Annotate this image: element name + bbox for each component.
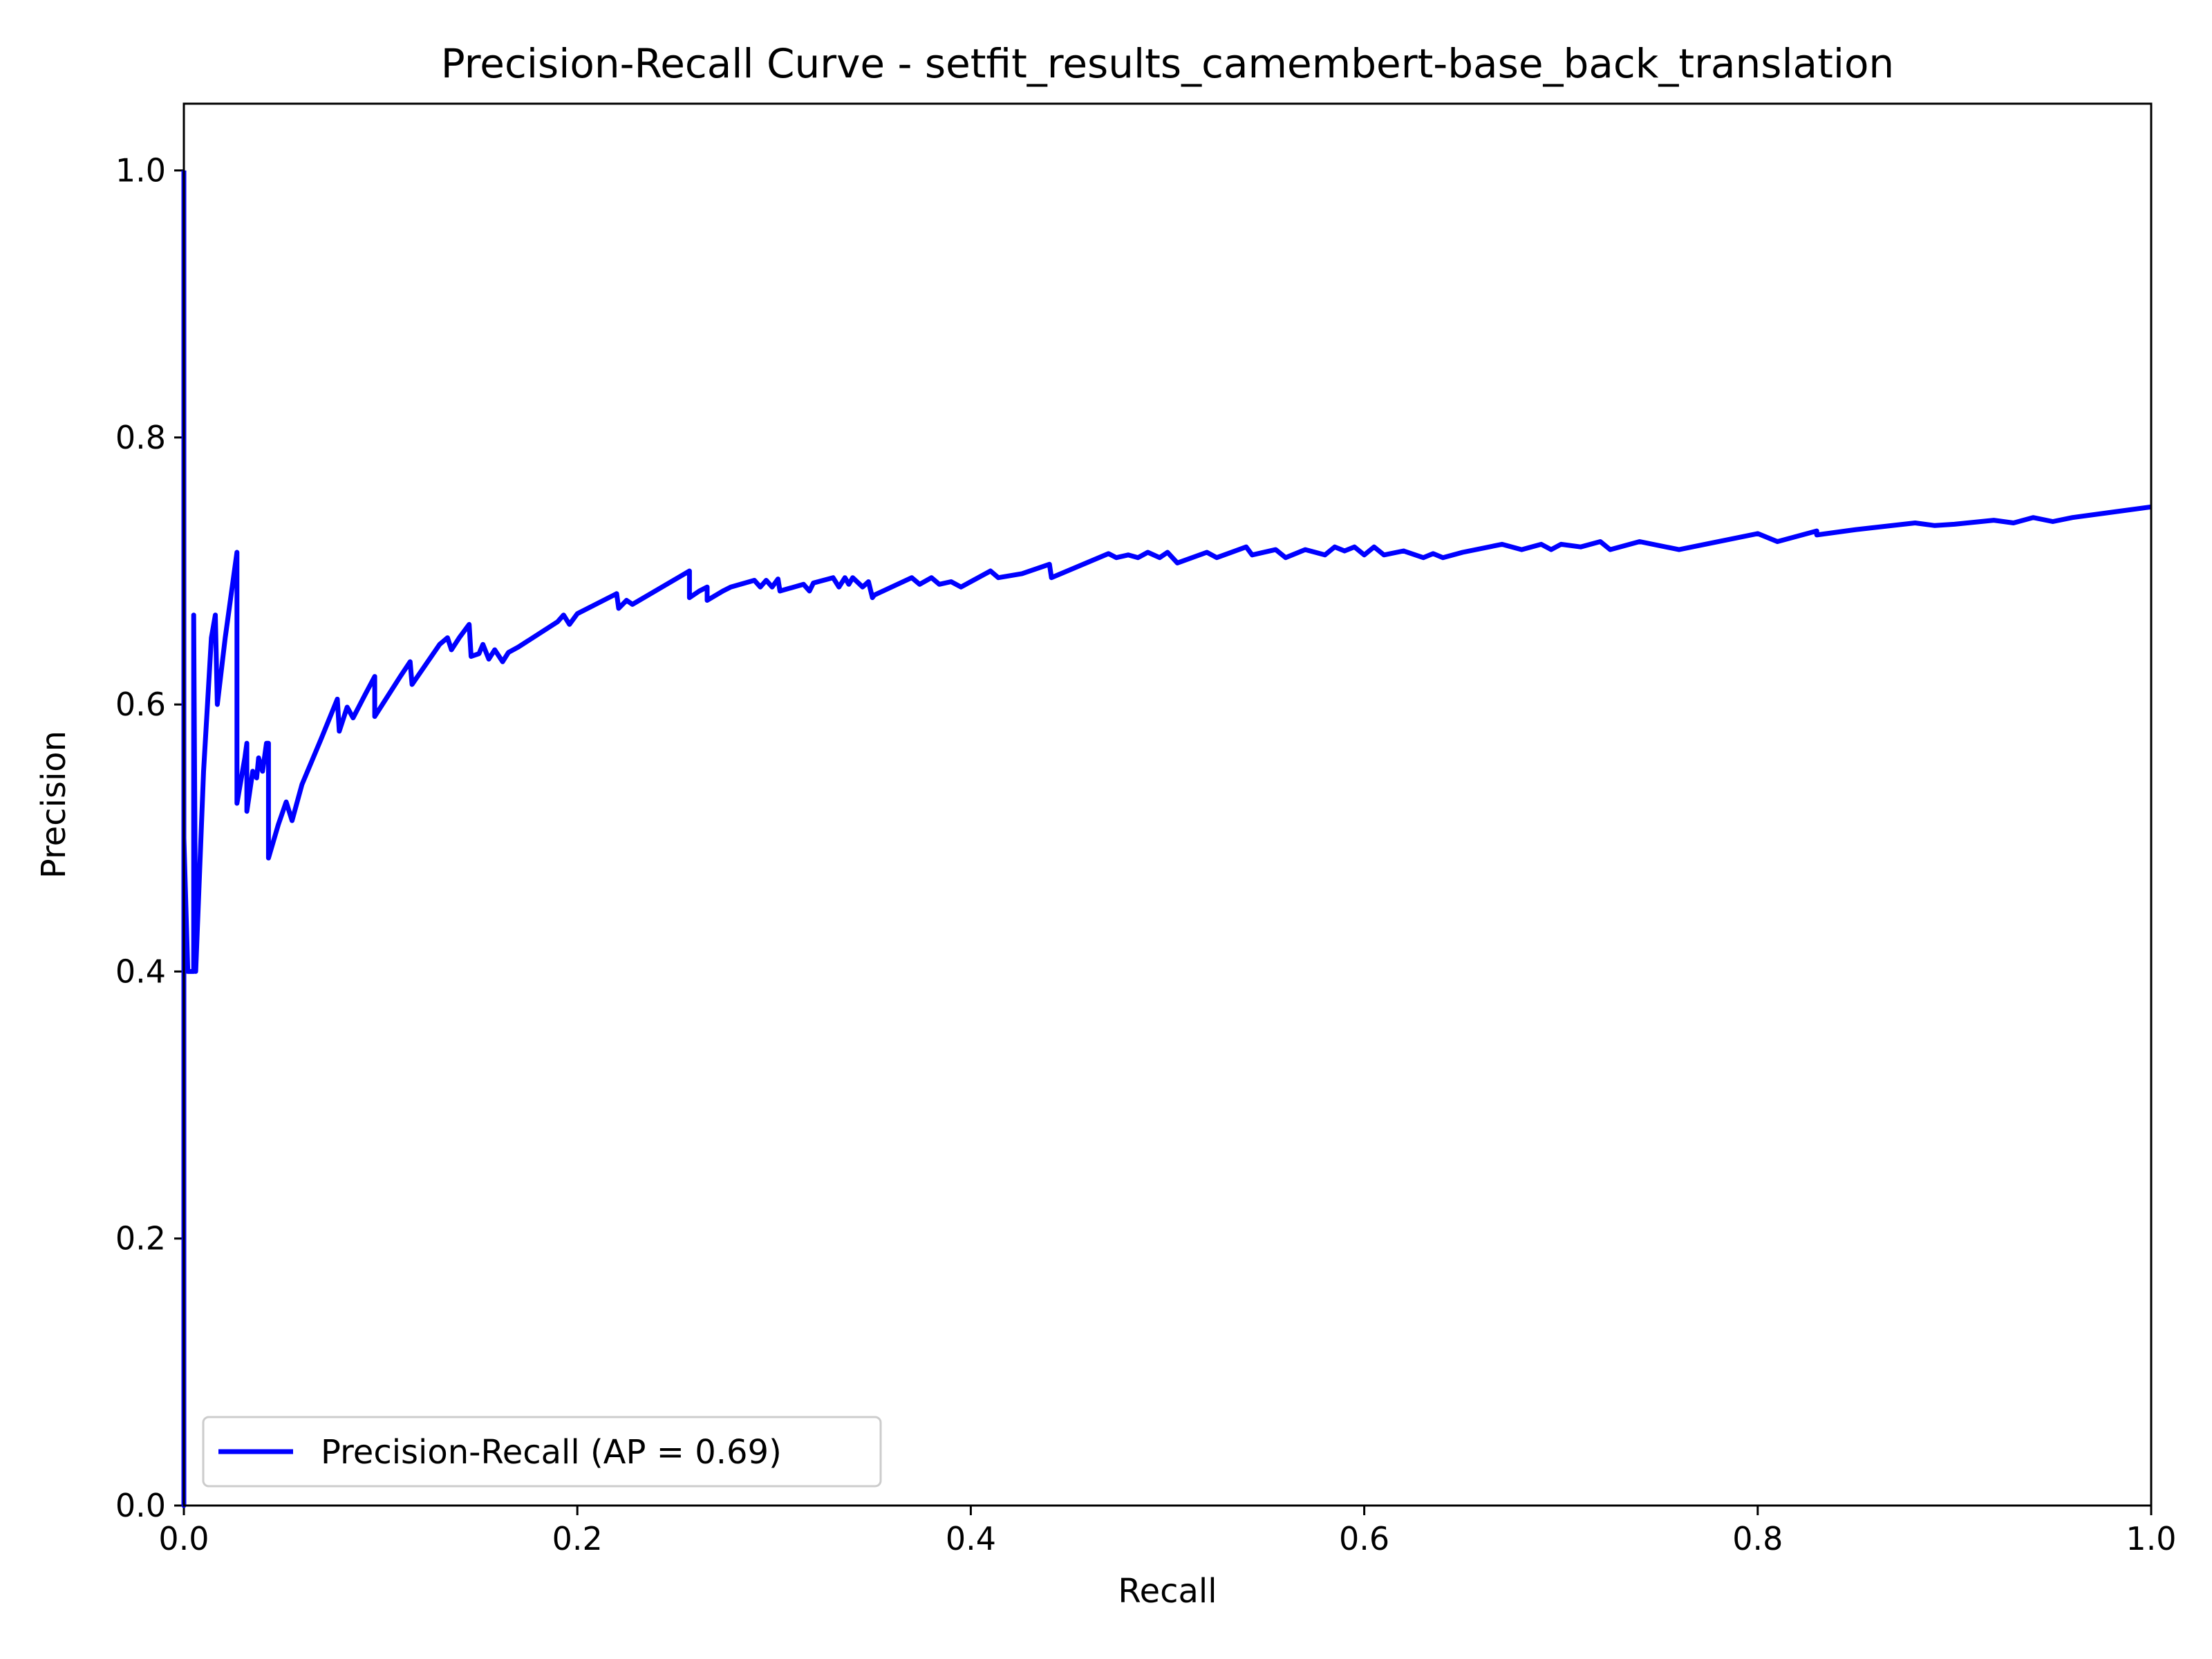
precision-recall-line <box>181 170 2152 1508</box>
y-axis-label: Precision <box>35 731 73 879</box>
x-axis-label: Recall <box>1118 1572 1217 1611</box>
plot-area <box>181 170 2152 1508</box>
y-tick-label: 0.6 <box>115 686 166 723</box>
legend: Precision-Recall (AP = 0.69) <box>202 1416 882 1488</box>
legend-box <box>202 1416 882 1488</box>
legend-label: Precision-Recall (AP = 0.69) <box>321 1433 782 1472</box>
x-tick-label: 0.4 <box>946 1520 996 1557</box>
x-tick-label: 0.8 <box>1732 1520 1783 1557</box>
y-axis-ticks: 0.0 0.2 0.4 0.6 0.8 1.0 <box>115 152 184 1524</box>
y-tick-label: 0.4 <box>115 953 166 990</box>
y-tick-label: 0.0 <box>115 1487 166 1524</box>
y-tick-label: 0.8 <box>115 419 166 456</box>
y-tick-label: 1.0 <box>115 152 166 189</box>
x-tick-label: 0.6 <box>1339 1520 1389 1557</box>
x-tick-label: 1.0 <box>2126 1520 2176 1557</box>
chart-title: Precision-Recall Curve - setfit_results_… <box>441 40 1894 87</box>
x-tick-label: 0.0 <box>158 1520 209 1557</box>
plot-frame <box>182 102 2153 1507</box>
x-tick-label: 0.2 <box>552 1520 603 1557</box>
x-axis-ticks: 0.0 0.2 0.4 0.6 0.8 1.0 <box>158 1506 2177 1557</box>
y-tick-label: 0.2 <box>115 1220 166 1257</box>
